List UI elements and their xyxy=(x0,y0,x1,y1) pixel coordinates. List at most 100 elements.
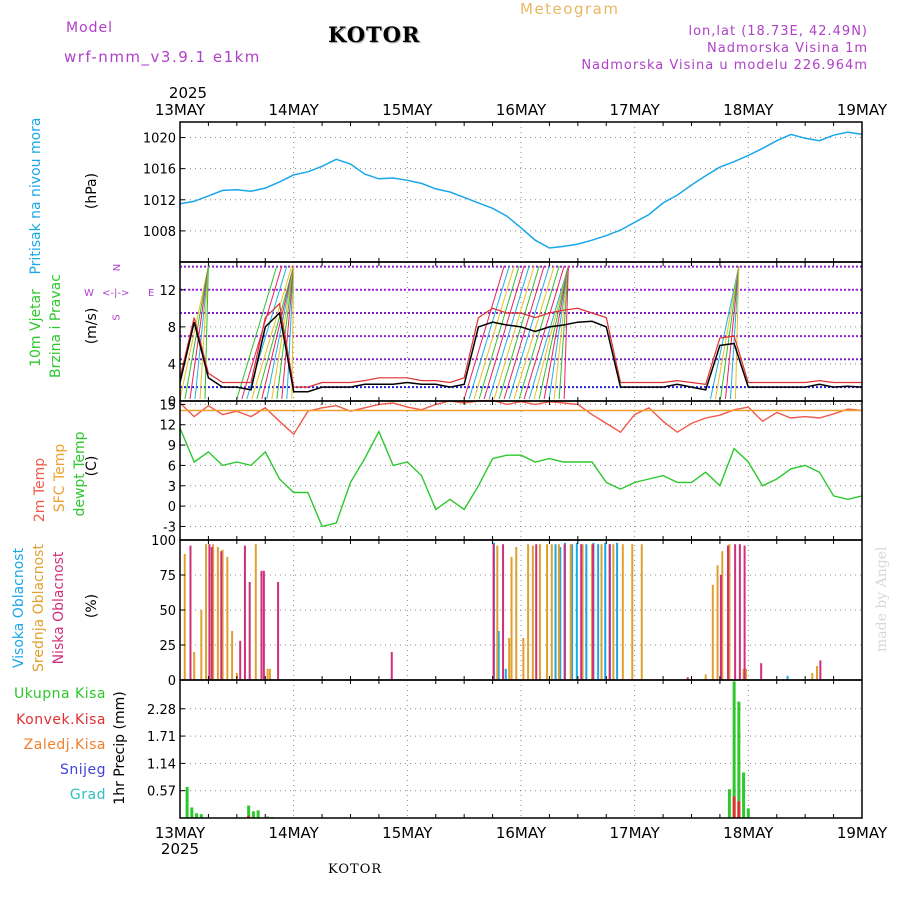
mid-cloud-bar xyxy=(621,544,624,680)
footer-place: KOTOR xyxy=(328,862,383,877)
low-cloud-bar xyxy=(580,544,583,680)
mid-cloud-bar xyxy=(716,565,719,680)
pressure-ytick-label: 1020 xyxy=(143,132,176,147)
wind-ytick-label: 12 xyxy=(159,284,176,299)
precip-ytick-label: 0.57 xyxy=(147,785,176,800)
pressure-line xyxy=(179,131,863,249)
top-date-label: 19MAY xyxy=(837,101,888,119)
top-date-label: 18MAY xyxy=(723,101,774,119)
mid-cloud-bar xyxy=(581,544,584,680)
precip-legend-frz: Zaledj.Kisa xyxy=(23,737,106,753)
wind-hatch-arrow xyxy=(563,265,569,400)
top-year-label: 2025 xyxy=(169,84,207,102)
top-date-label: 17MAY xyxy=(610,101,661,119)
compass-arrows: <-|-> xyxy=(102,288,130,299)
wind-hatch-arrow xyxy=(528,265,569,400)
panel-frame xyxy=(179,679,863,819)
top-date-label: 14MAY xyxy=(269,101,320,119)
top-date-label: 16MAY xyxy=(496,101,547,119)
mid-cloud-bar xyxy=(711,584,714,680)
wind-hatch-arrow xyxy=(478,265,520,400)
total-precip-bar xyxy=(746,808,750,818)
precip-legend-snow: Snijeg xyxy=(59,762,106,778)
wind-hatch-arrow xyxy=(286,265,295,400)
wind-speed-line xyxy=(179,311,863,393)
low-cloud-bar xyxy=(502,544,505,680)
mid-cloud-bar xyxy=(569,544,572,680)
mid-cloud-bar xyxy=(557,544,560,680)
wind-hatch-arrow xyxy=(473,265,515,400)
cloud-ytick-label: 75 xyxy=(159,569,176,584)
lonlat-info: lon,lat (18.73E, 42.49N) xyxy=(688,24,868,39)
high-cloud-bar xyxy=(786,675,789,680)
temp-ytick-label: -3 xyxy=(163,520,176,535)
total-precip-bar xyxy=(195,813,199,818)
mid-cloud-bar xyxy=(531,545,534,680)
mid-cloud-bar xyxy=(216,547,219,680)
total-precip-bar xyxy=(732,681,736,818)
total-precip-bar xyxy=(737,701,741,818)
bottom-date-label: 13MAY xyxy=(155,824,206,842)
total-precip-bar xyxy=(742,772,746,818)
mid-cloud-bar xyxy=(522,638,525,680)
low-cloud-bar xyxy=(608,544,611,680)
model-elevation-info: Nadmorska Visina u modelu 226.964m xyxy=(581,58,868,73)
pressure-ytick-label: 1012 xyxy=(143,194,176,209)
bottom-date-label: 19MAY xyxy=(837,824,888,842)
total-precip-bar xyxy=(199,814,203,818)
low-cloud-bar xyxy=(220,551,223,680)
bottom-date-label: 14MAY xyxy=(269,824,320,842)
low-cloud-bar xyxy=(592,544,595,680)
precip-ytick-label: 1.71 xyxy=(147,730,176,745)
wind-hatch-arrow xyxy=(179,265,209,400)
temp-ytick-label: 15 xyxy=(159,398,176,413)
wind-hatch-arrow xyxy=(251,265,293,400)
mid-cloud-bar xyxy=(538,544,541,680)
wind-hatch-arrow xyxy=(533,265,569,400)
wind-hatch-arrow xyxy=(503,265,545,400)
temp-ytick-label: 9 xyxy=(168,439,176,454)
mid-cloud-bar xyxy=(550,544,553,680)
low-cloud-bar xyxy=(248,582,251,680)
wind-gust-line xyxy=(179,302,862,388)
mid-cloud-bar xyxy=(816,666,819,680)
wind-hatch-arrow xyxy=(468,265,510,400)
wind-hatch-arrow xyxy=(734,265,740,400)
wind-ytick-label: 8 xyxy=(168,321,176,336)
mid-cloud-bar xyxy=(212,544,215,680)
cloud-ytick-label: 25 xyxy=(159,639,176,654)
high-cloud-bar xyxy=(571,544,574,680)
mid-cloud-bar xyxy=(510,556,513,680)
low-cloud-bar xyxy=(277,582,280,680)
temp-ytick-label: 6 xyxy=(168,459,176,474)
wind-hatch-arrow xyxy=(189,265,209,400)
wind-hatch-arrow xyxy=(719,265,740,400)
mid-cloud-bar xyxy=(600,544,603,680)
mid-cloud-bar xyxy=(508,638,511,680)
low-cloud-bar xyxy=(819,660,822,680)
precip-ytick-label: 2.28 xyxy=(147,703,176,718)
wind-hatch-arrow xyxy=(518,265,560,400)
high-cloud-bar xyxy=(575,542,578,680)
wind-hatch-arrow xyxy=(266,265,295,400)
conv-precip-bar xyxy=(247,815,251,818)
low-cloud-bar xyxy=(738,544,741,680)
temp-ytick-label: 0 xyxy=(168,500,176,515)
pressure-ytick-label: 1016 xyxy=(143,163,176,178)
low-cloud-bar xyxy=(686,677,689,680)
elevation-info: Nadmorska Visina 1m xyxy=(707,41,868,56)
low-cloud-bar xyxy=(239,640,242,680)
total-precip-bar xyxy=(251,811,255,818)
mid-cloud-bar xyxy=(268,668,271,680)
precip-legend-total: Ukupna Kisa xyxy=(13,686,106,702)
low-cloud-bar xyxy=(563,544,566,680)
mid-cloud-bar xyxy=(515,547,518,680)
place-title: KOTOR xyxy=(328,22,421,47)
compass-w: W xyxy=(84,288,94,299)
wind-hatch-arrow xyxy=(281,265,295,400)
cloud-ytick-label: 100 xyxy=(151,534,176,549)
wind-hatch-arrow xyxy=(724,265,740,400)
wind-hatch-arrow xyxy=(493,265,535,400)
compass-e: E xyxy=(148,288,155,299)
precip-ytick-label: 1.14 xyxy=(147,757,176,772)
